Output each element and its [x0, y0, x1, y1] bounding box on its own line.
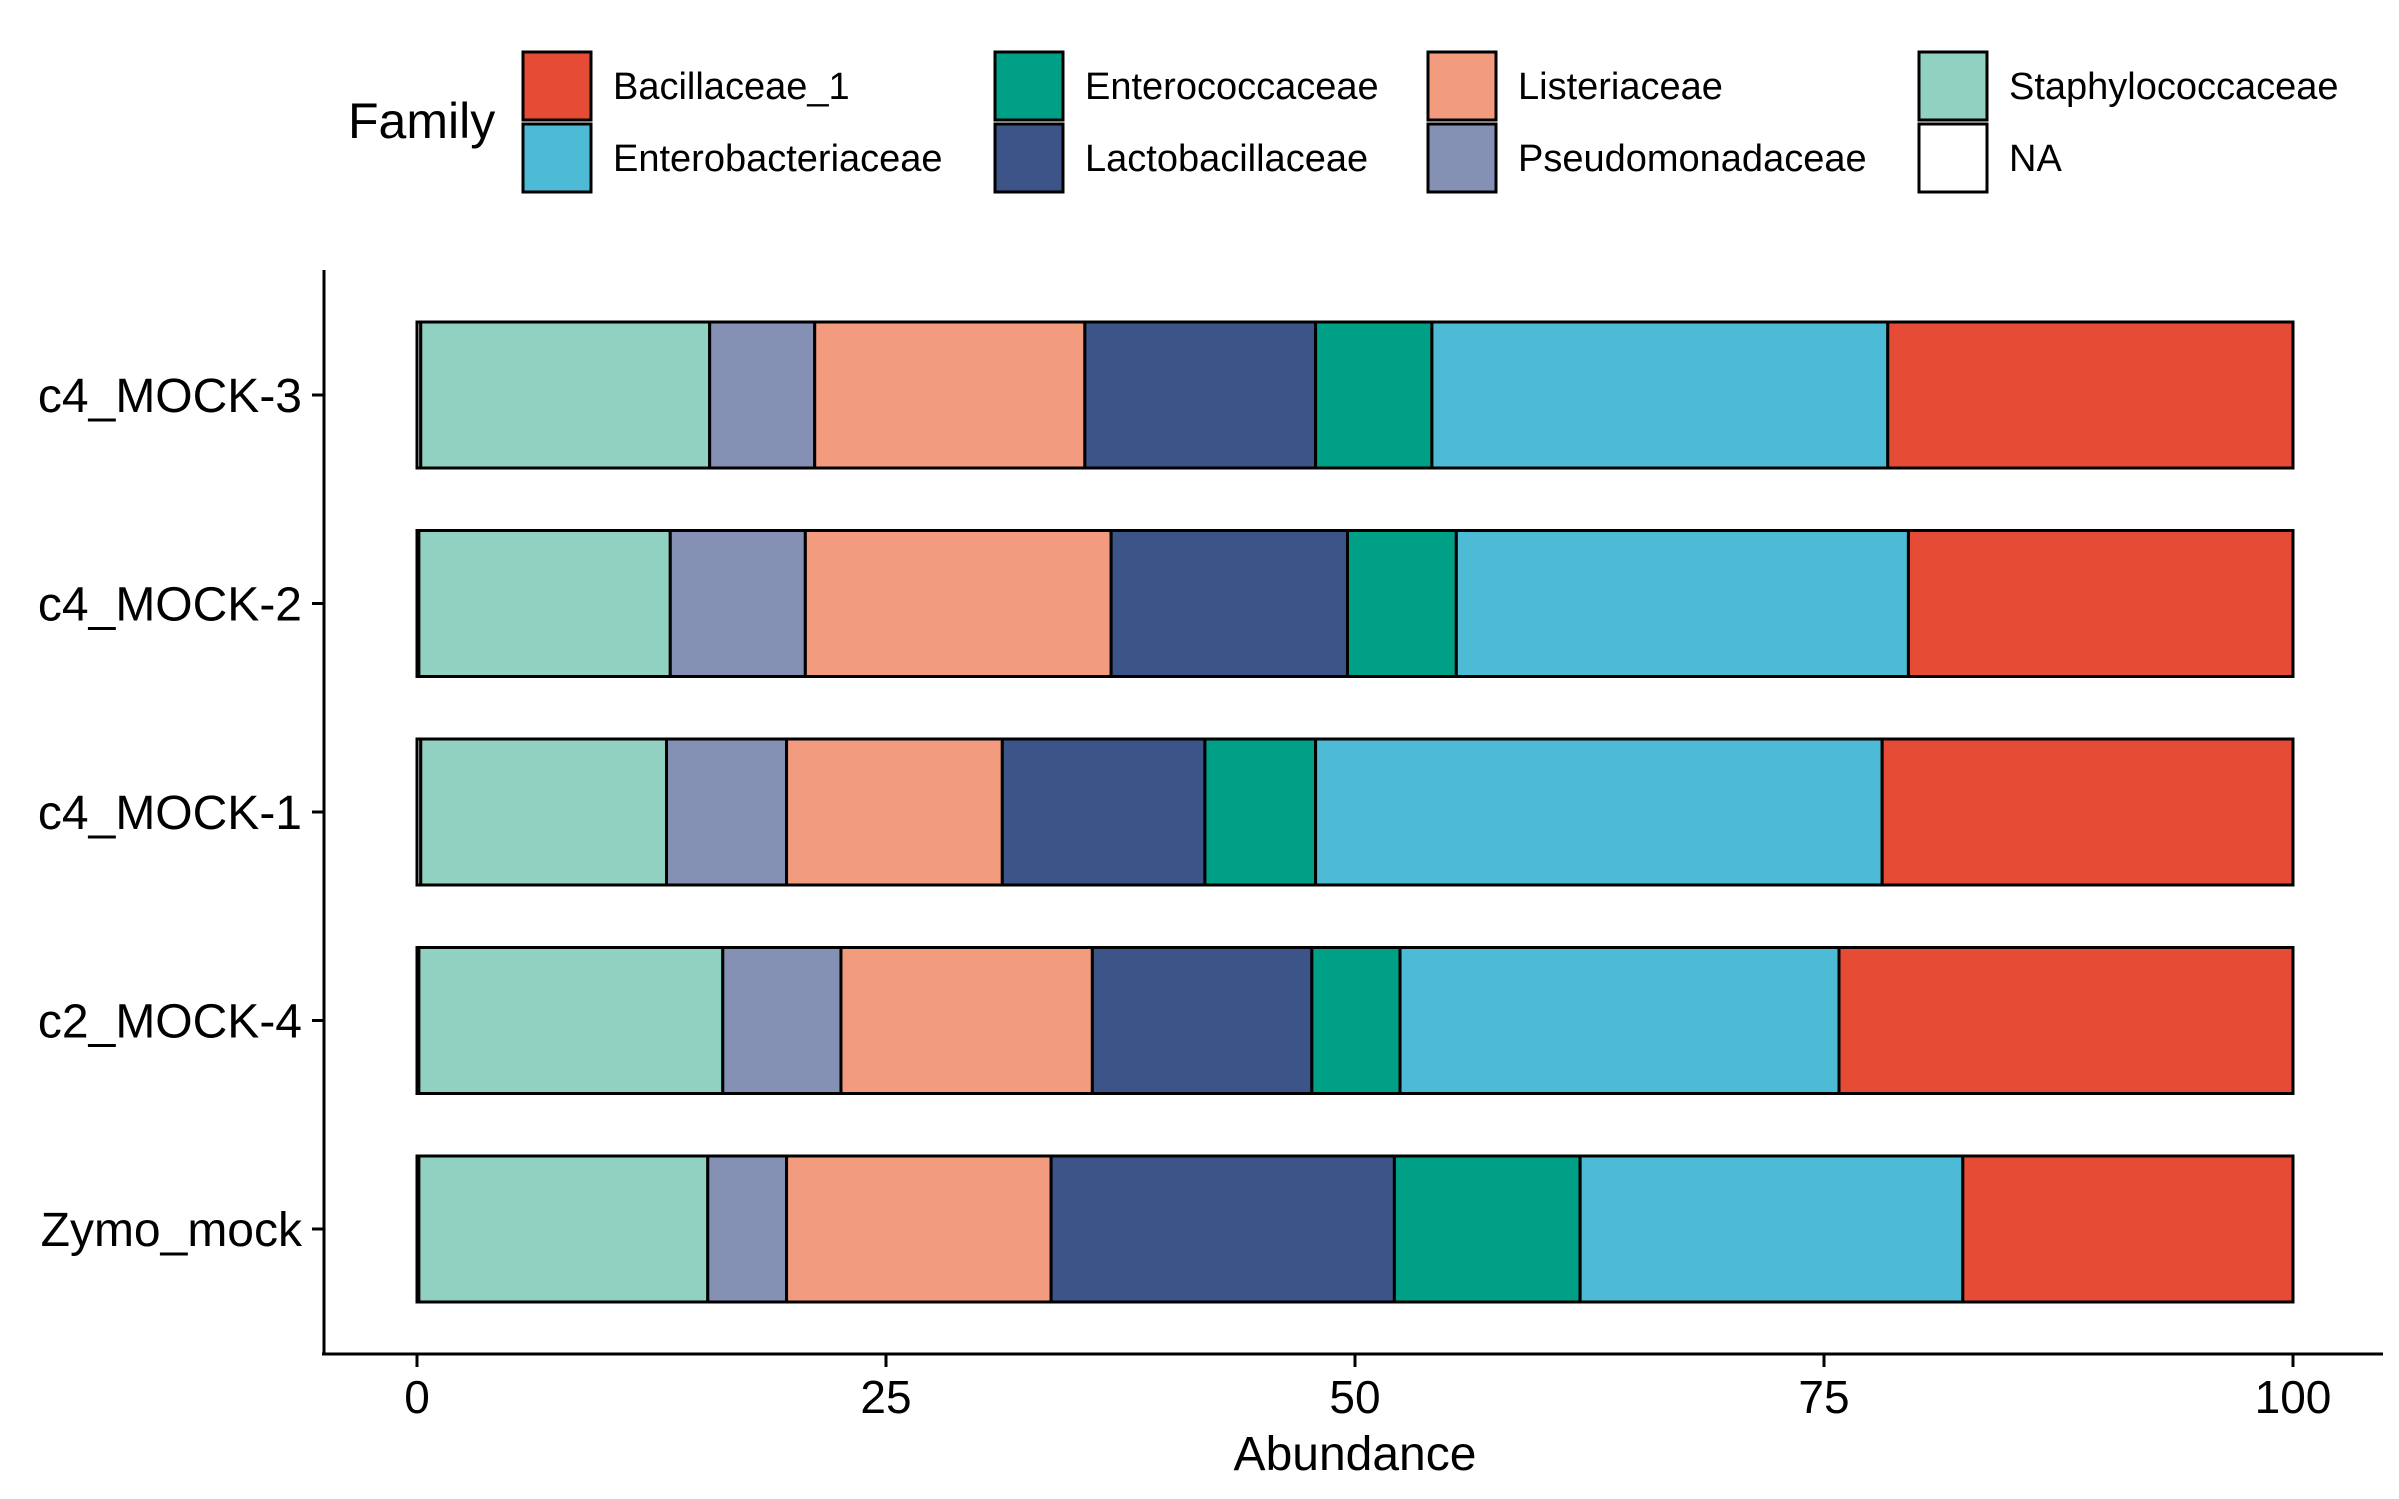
y-tick-label: c4_MOCK-3: [38, 370, 302, 423]
bar-c4-mock-2-listeriaceae: [803, 529, 1113, 678]
x-axis-title: Abundance: [1234, 1428, 1477, 1481]
bar-c4-mock-3-pseudomonadaceae: [708, 320, 817, 470]
bar-c4-mock-3-enterobacteriaceae: [1430, 320, 1890, 470]
bar-c4-mock-1-lactobacillaceae: [1000, 737, 1207, 887]
bar-zymo-mock-pseudomonadaceae: [706, 1154, 789, 1304]
bar-c4-mock-3-bacillaceae-1: [1886, 320, 2295, 470]
bar-c4-mock-1-enterobacteriaceae: [1314, 737, 1884, 887]
legend-item-lactobacillaceae: Lactobacillaceae: [993, 122, 1368, 194]
x-tick-label: 100: [2255, 1371, 2332, 1423]
bar-zymo-mock-bacillaceae-1: [1961, 1154, 2295, 1304]
legend-title: Family: [348, 93, 495, 149]
bar-zymo-mock-lactobacillaceae: [1049, 1154, 1396, 1304]
bar-c2-mock-4-staphylococcaceae: [417, 946, 725, 1095]
legend-label: Listeriaceae: [1518, 66, 1723, 108]
bar-c4-mock-2-enterobacteriaceae: [1454, 529, 1910, 678]
legend-label: Pseudomonadaceae: [1518, 138, 1867, 180]
bar-c4-mock-2-staphylococcaceae: [417, 529, 672, 678]
bar-zymo-mock-listeriaceae: [785, 1154, 1053, 1304]
y-tick-label: c4_MOCK-1: [38, 787, 302, 840]
legend-item-na: NA: [1917, 122, 2062, 194]
bar-c4-mock-1-staphylococcaceae: [419, 737, 669, 887]
x-tick-label: 0: [404, 1371, 430, 1423]
bar-c4-mock-3-lactobacillaceae: [1083, 320, 1318, 470]
legend-swatch: [1917, 50, 1989, 122]
bar-c4-mock-2-bacillaceae-1: [1906, 529, 2295, 678]
legend: Family Bacillaceae_1 Enterobacteriaceae En…: [348, 50, 2339, 194]
legend-item-bacillaceae-1: Bacillaceae_1: [521, 50, 850, 122]
bar-c4-mock-3-enterococcaceae: [1314, 320, 1434, 470]
bar-c2-mock-4-enterococcaceae: [1310, 946, 1402, 1095]
legend-swatch: [1917, 122, 1989, 194]
legend-item-enterococcaceae: Enterococcaceae: [993, 50, 1379, 122]
legend-label: Enterococcaceae: [1085, 66, 1379, 108]
legend-label: Bacillaceae_1: [613, 66, 850, 108]
bars: [415, 320, 2295, 1304]
legend-item-enterobacteriaceae: Enterobacteriaceae: [521, 122, 943, 194]
legend-swatch: [521, 50, 593, 122]
bar-c2-mock-4-enterobacteriaceae: [1398, 946, 1841, 1095]
legend-label: Enterobacteriaceae: [613, 138, 943, 180]
bar-c4-mock-1-enterococcaceae: [1203, 737, 1318, 887]
bar-zymo-mock-enterococcaceae: [1392, 1154, 1582, 1304]
legend-item-pseudomonadaceae: Pseudomonadaceae: [1426, 122, 1867, 194]
bar-c4-mock-3-listeriaceae: [813, 320, 1087, 470]
y-tick-label: c2_MOCK-4: [38, 996, 302, 1049]
bar-c4-mock-1-bacillaceae-1: [1880, 737, 2295, 887]
legend-swatch: [993, 50, 1065, 122]
x-tick-label: 50: [1329, 1371, 1380, 1423]
legend-swatch: [1426, 50, 1498, 122]
axes: c4_MOCK-3 c4_MOCK-2 c4_MOCK-1 c2_MOCK-4 Zymo…: [38, 270, 2383, 1481]
y-tick-label: Zymo_mock: [41, 1204, 303, 1257]
bar-zymo-mock-enterobacteriaceae: [1578, 1154, 1965, 1304]
legend-swatch: [993, 122, 1065, 194]
legend-item-staphylococcaceae: Staphylococcaceae: [1917, 50, 2339, 122]
x-tick-label: 25: [860, 1371, 911, 1423]
bar-c4-mock-3-staphylococcaceae: [419, 320, 712, 470]
y-tick-label: c4_MOCK-2: [38, 579, 302, 632]
bar-c2-mock-4-pseudomonadaceae: [721, 946, 843, 1095]
bar-c4-mock-2-enterococcaceae: [1345, 529, 1458, 678]
x-tick-label: 75: [1798, 1371, 1849, 1423]
legend-swatch: [1426, 122, 1498, 194]
bar-c4-mock-1-listeriaceae: [785, 737, 1004, 887]
legend-label: Lactobacillaceae: [1085, 138, 1368, 180]
bar-c2-mock-4-listeriaceae: [839, 946, 1094, 1095]
legend-label: NA: [2009, 138, 2062, 180]
bar-c4-mock-2-pseudomonadaceae: [668, 529, 807, 678]
bar-c2-mock-4-lactobacillaceae: [1090, 946, 1314, 1095]
legend-item-listeriaceae: Listeriaceae: [1426, 50, 1723, 122]
bar-c4-mock-2-lactobacillaceae: [1109, 529, 1349, 678]
legend-swatch: [521, 122, 593, 194]
bar-c2-mock-4-bacillaceae-1: [1837, 946, 2295, 1095]
bar-c4-mock-1-pseudomonadaceae: [665, 737, 789, 887]
legend-label: Staphylococcaceae: [2009, 66, 2339, 108]
bar-zymo-mock-staphylococcaceae: [417, 1154, 710, 1304]
